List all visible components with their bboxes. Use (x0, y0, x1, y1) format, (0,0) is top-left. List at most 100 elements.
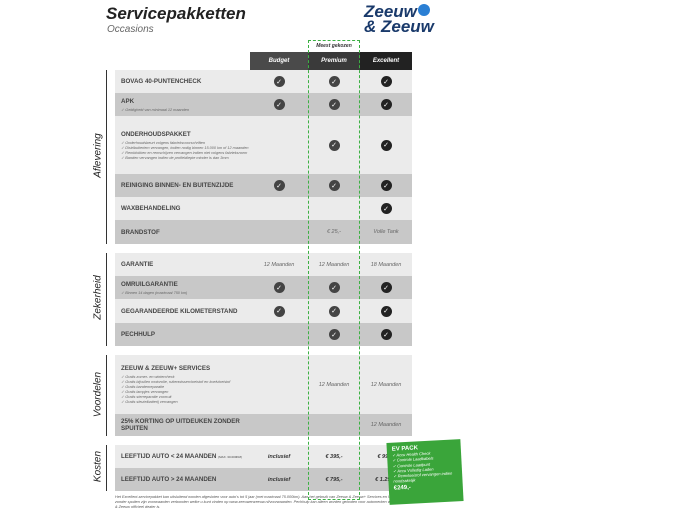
check-icon: ✓ (273, 99, 285, 110)
cell-excellent: ✓ (360, 99, 412, 110)
cell-excellent: ✓ (360, 305, 412, 317)
cell-budget: ✓ (250, 99, 308, 110)
cell-premium: ✓ (308, 329, 360, 340)
row-label: PECHHULP (121, 331, 156, 338)
cell-premium: ✓ (308, 139, 360, 151)
cell-premium: ✓ (308, 305, 360, 317)
row-label: BOVAG 40-PUNTENCHECK (121, 78, 202, 85)
table-row: WAXBEHANDELING ✓ (115, 197, 412, 220)
footnote: Het Excellent-servicepakket kan uitsluit… (115, 495, 415, 509)
cell-premium: € 795,- (325, 476, 343, 483)
section-label-kosten: Kosten (92, 450, 104, 483)
check-icon: ✓ (380, 99, 392, 110)
row-note: Distributieriem vervangen, indien nodig … (121, 145, 250, 150)
row-label: BRANDSTOF (121, 228, 160, 236)
check-icon: ✓ (273, 76, 285, 87)
column-header-premium: Premium (308, 52, 360, 70)
table-row: LEEFTIJD AUTO > 24 MAANDEN inclusief € 795… (115, 468, 412, 491)
row-label: LEEFTIJD AUTO < 24 MAANDEN (MAX. 30.000K… (121, 453, 242, 460)
cell-premium: ✓ (308, 76, 360, 87)
column-header-excellent: Excellent (360, 52, 412, 70)
check-icon: ✓ (273, 305, 285, 317)
cell-excellent: 12 Maanden (370, 422, 402, 428)
check-icon: ✓ (328, 180, 340, 191)
check-icon: ✓ (380, 329, 392, 340)
page-title: Servicepakketten (106, 4, 246, 23)
row-label: OMRUILGARANTIEBinnen 14 dagen (maximaal … (115, 281, 250, 295)
logo-mark-icon (417, 4, 430, 16)
section-label-aflevering: Aflevering (92, 133, 104, 178)
cell-excellent: ✓ (360, 329, 412, 340)
cell-excellent: ✓ (360, 139, 412, 151)
cell-excellent: ✓ (360, 282, 412, 293)
cell-premium: ✓ (308, 180, 360, 191)
cell-premium: 12 Maanden (318, 261, 350, 268)
table-row: GARANTIE 12 Maanden 12 Maanden 18 Maanden (115, 253, 412, 276)
table-row: ONDERHOUDSPAKKETOnderhoudsbeurt volgens … (115, 116, 412, 174)
check-icon: ✓ (380, 76, 392, 87)
row-note: Geldigheid van minimaal 12 maanden (121, 107, 250, 112)
check-icon: ✓ (380, 203, 392, 214)
row-label: GARANTIE (121, 261, 154, 268)
row-note: Gratis sterreparatie voorruit (121, 394, 250, 399)
check-icon: ✓ (273, 282, 285, 293)
cell-excellent: Volle Tank (373, 229, 399, 235)
most-chosen-label: Meest gekozen (316, 43, 352, 49)
row-label: APKGeldigheid van minimaal 12 maanden (115, 98, 250, 112)
check-icon: ✓ (380, 305, 392, 317)
table-row: APKGeldigheid van minimaal 12 maanden ✓ ✓ ✓ (115, 93, 412, 116)
row-note: Gratis lampjes vervangen (121, 389, 250, 394)
cell-premium: € 25,- (326, 229, 342, 235)
section-divider (106, 355, 107, 436)
section-label-zekerheid: Zekerheid (92, 275, 104, 320)
cell-excellent: € 995,- (377, 453, 395, 460)
cell-premium: € 395,- (325, 453, 343, 460)
table-row: PECHHULP ✓ ✓ (115, 323, 412, 346)
cell-premium: 12 Maanden (318, 381, 350, 388)
row-note: Gratis bijvullen motorolie, ruitenwisser… (121, 379, 250, 384)
table-row: GEGARANDEERDE KILOMETERSTAND ✓ ✓ ✓ (115, 299, 412, 323)
table-row: ZEEUW & ZEEUW+ SERVICESGratis zomer- en … (115, 355, 412, 414)
table-row: 25% KORTING OP UITDEUKEN ZONDER SPUITEN 1… (115, 414, 412, 436)
table-row: OMRUILGARANTIEBinnen 14 dagen (maximaal … (115, 276, 412, 299)
cell-budget: ✓ (250, 180, 308, 191)
cell-excellent: ✓ (360, 203, 412, 214)
logo: Zeeuw & Zeeuw (364, 2, 434, 36)
check-icon: ✓ (380, 180, 392, 191)
row-label: ZEEUW & ZEEUW+ SERVICESGratis zomer- en … (115, 365, 250, 404)
cell-budget: inclusief (267, 476, 291, 483)
table-row: REINIGING BINNEN- EN BUITENZIJDE ✓ ✓ ✓ (115, 174, 412, 197)
check-icon: ✓ (328, 139, 340, 151)
table-row: BRANDSTOF € 25,- Volle Tank (115, 220, 412, 244)
row-note: Onderhoudsbeurt volgens fabrieksvoorschr… (121, 140, 250, 145)
section-divider (106, 445, 107, 491)
check-icon: ✓ (328, 305, 340, 317)
row-label: WAXBEHANDELING (121, 205, 181, 212)
check-icon: ✓ (380, 282, 392, 293)
cell-excellent: 12 Maanden (370, 381, 402, 388)
cell-excellent: 18 Maanden (370, 261, 402, 268)
table-row: LEEFTIJD AUTO < 24 MAANDEN (MAX. 30.000K… (115, 445, 412, 468)
row-label: 25% KORTING OP UITDEUKEN ZONDER SPUITEN (121, 418, 240, 432)
row-label: REINIGING BINNEN- EN BUITENZIJDE (121, 182, 234, 189)
row-label: GEGARANDEERDE KILOMETERSTAND (121, 307, 238, 315)
check-icon: ✓ (328, 282, 340, 293)
table-row: BOVAG 40-PUNTENCHECK ✓ ✓ ✓ (115, 70, 412, 93)
row-note: Binnen 14 dagen (maximaal 750 km) (121, 290, 250, 295)
check-icon: ✓ (273, 180, 285, 191)
cell-excellent: € 1.295,- (375, 476, 397, 483)
cell-budget: ✓ (250, 305, 308, 317)
cell-budget: inclusief (267, 453, 291, 460)
row-label: LEEFTIJD AUTO > 24 MAANDEN (121, 476, 217, 483)
row-note: Gratis sleutelbatterij vervangen (121, 399, 250, 404)
cell-budget: ✓ (250, 282, 308, 293)
column-header-budget: Budget (250, 52, 308, 70)
check-icon: ✓ (380, 139, 392, 151)
check-icon: ✓ (328, 76, 340, 87)
cell-premium: ✓ (308, 282, 360, 293)
check-icon: ✓ (328, 99, 340, 110)
section-divider (106, 253, 107, 346)
cell-budget: ✓ (250, 76, 308, 87)
check-icon: ✓ (328, 329, 340, 340)
cell-excellent: ✓ (360, 76, 412, 87)
